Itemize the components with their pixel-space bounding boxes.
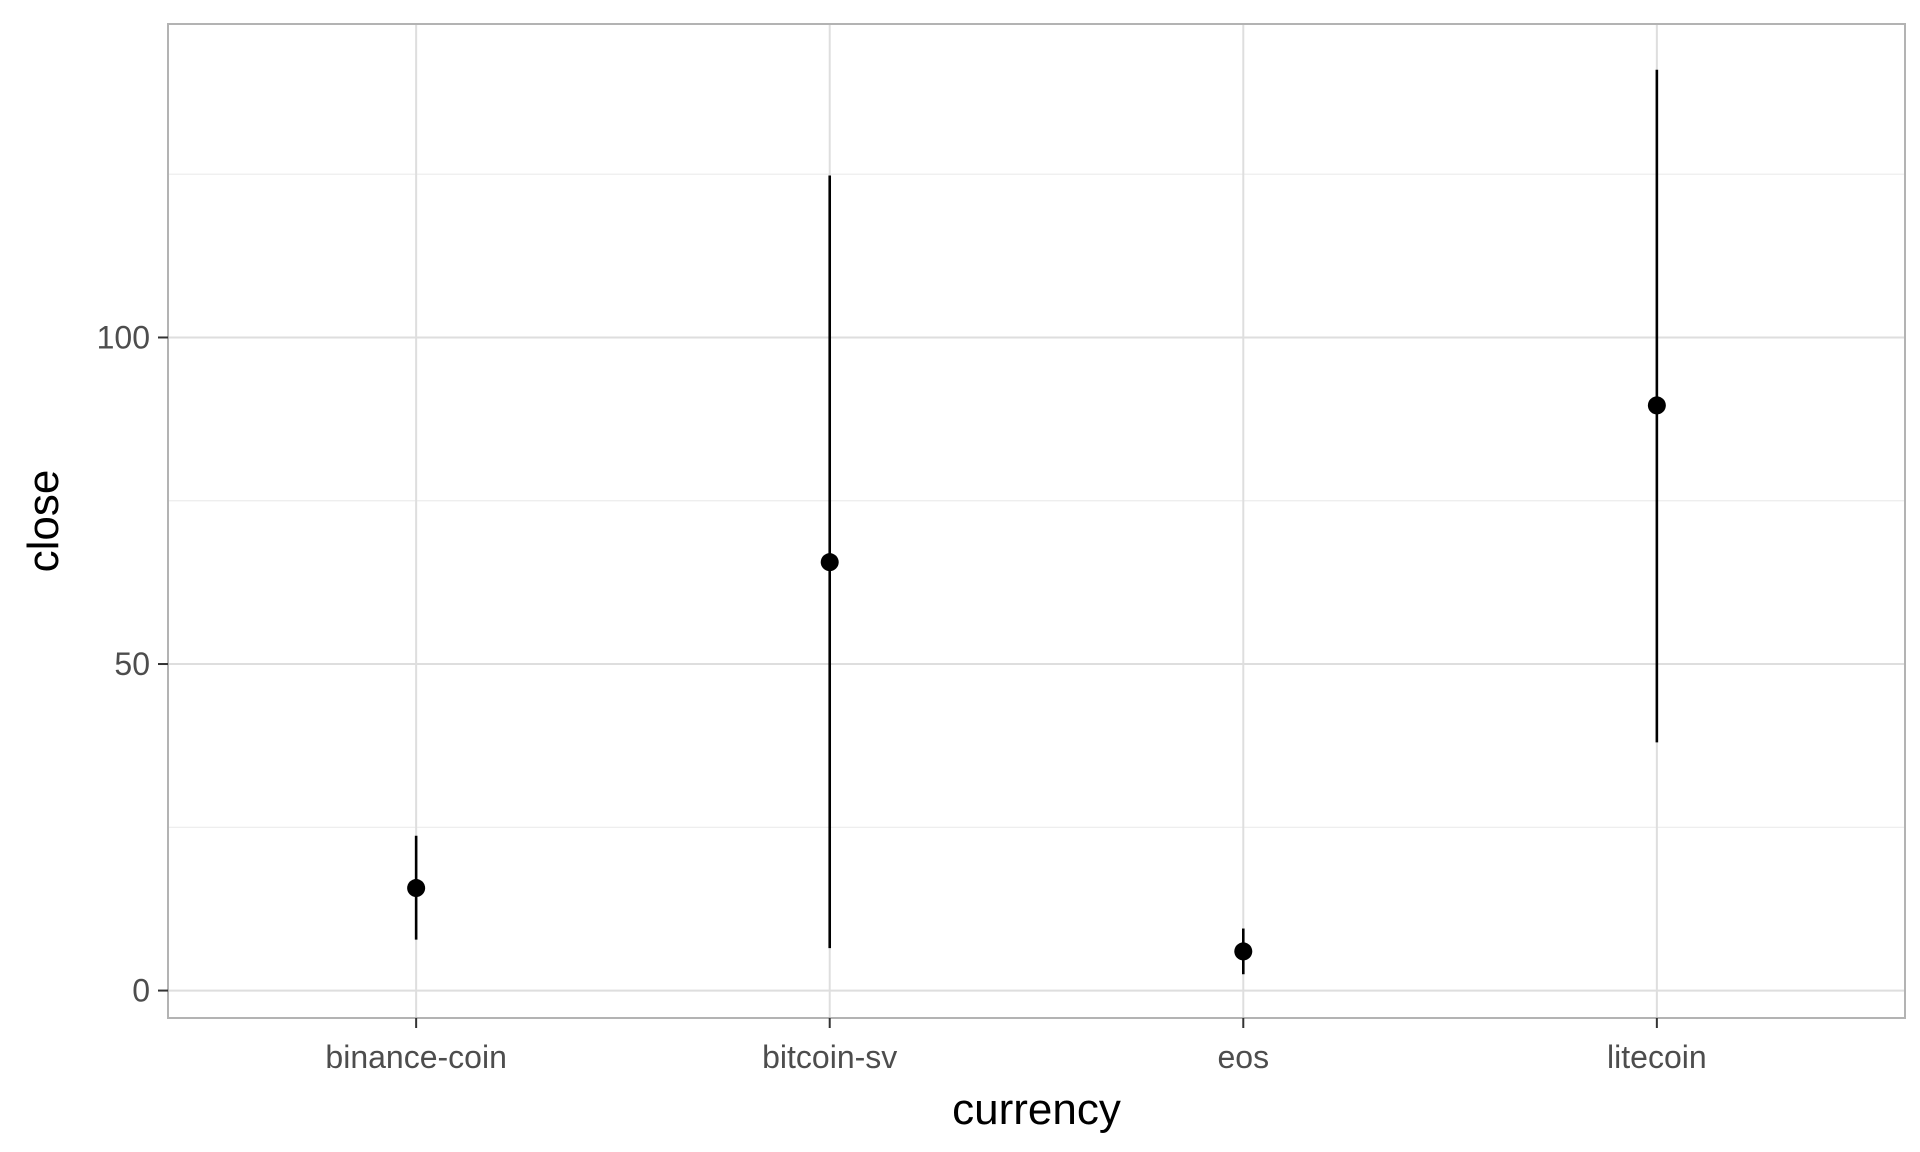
y-tick-label: 0 (132, 973, 150, 1009)
x-tick-label: binance-coin (325, 1039, 506, 1075)
y-axis: 0 50 100 (97, 319, 168, 1009)
x-axis: binance-coin bitcoin-sv eos litecoin (325, 1018, 1707, 1075)
x-tick-label: litecoin (1607, 1039, 1707, 1075)
data-point (1234, 942, 1253, 961)
data-point (820, 553, 839, 572)
x-tick-label: eos (1217, 1039, 1269, 1075)
data-marks (407, 69, 1666, 975)
x-axis-title: currency (952, 1085, 1121, 1134)
minor-gridlines (168, 173, 1905, 828)
y-axis-title: close (19, 470, 68, 573)
x-tick-label: bitcoin-sv (762, 1039, 897, 1075)
data-point (407, 879, 426, 898)
major-gridlines (168, 24, 1905, 1018)
y-tick-label: 100 (97, 319, 150, 355)
y-tick-label: 50 (114, 646, 150, 682)
data-point (1647, 396, 1666, 415)
panel-border (167, 23, 1906, 1019)
